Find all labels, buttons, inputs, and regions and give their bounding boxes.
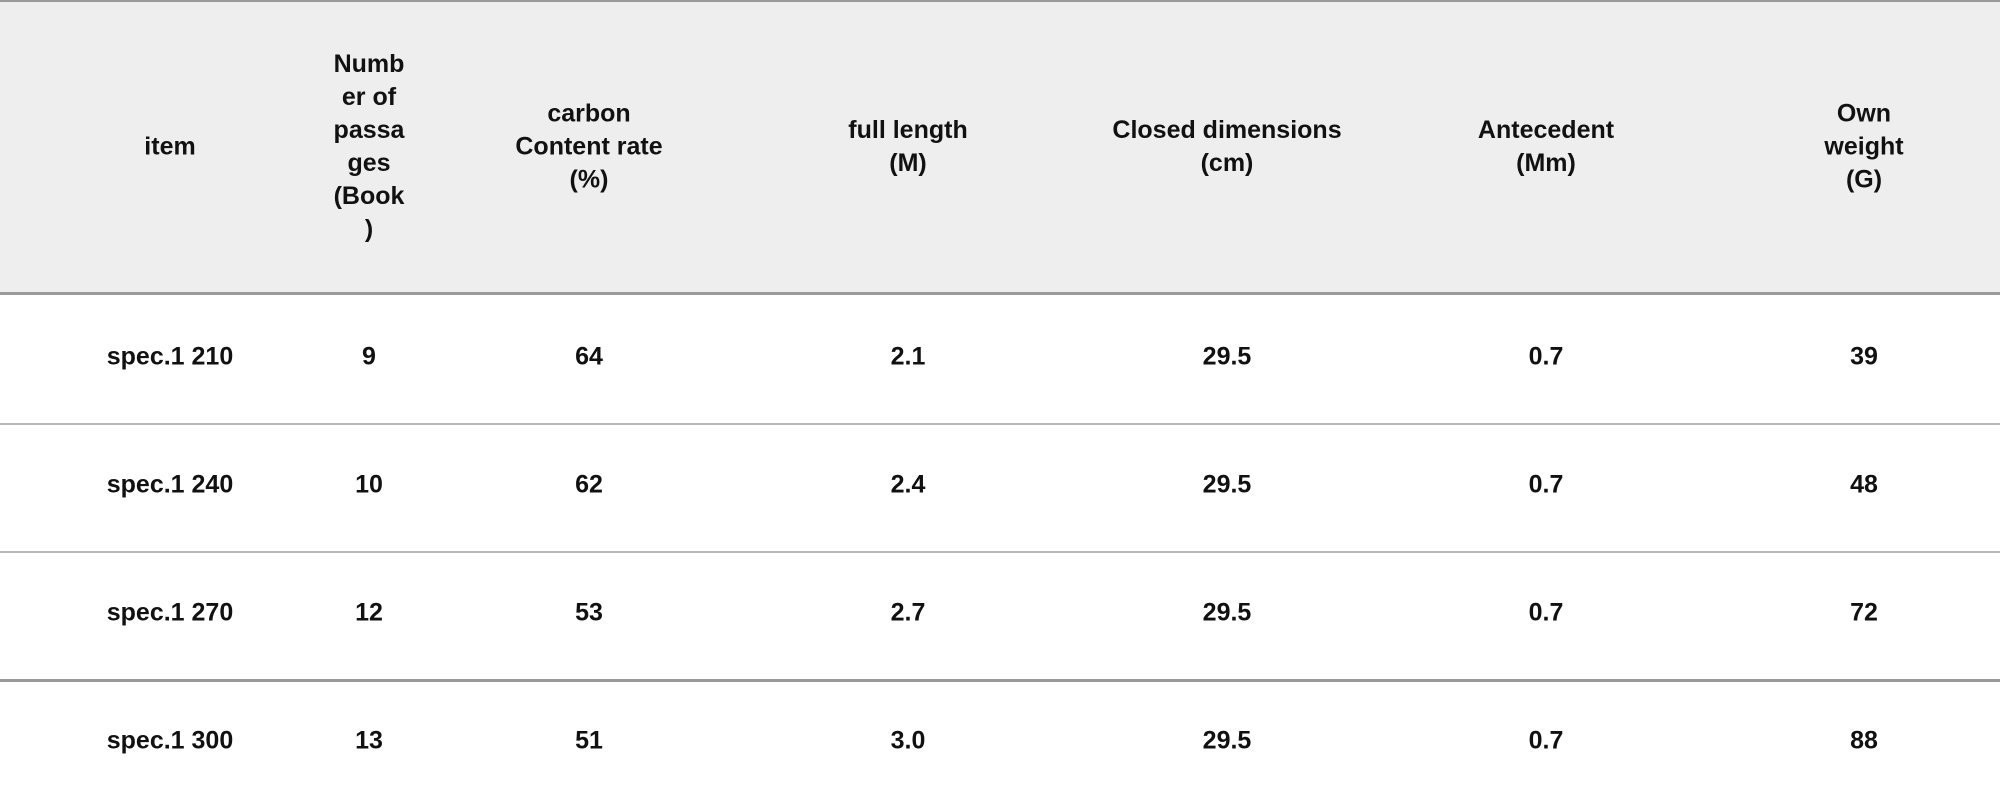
cell-length: 2.1: [890, 342, 926, 371]
cell-item: spec.1 240: [106, 470, 234, 499]
cell-antecedent: 0.7: [1528, 470, 1564, 499]
cell-length: 2.7: [890, 598, 926, 627]
cell-weight: 88: [1850, 726, 1878, 755]
cell-closed: 29.5: [1202, 726, 1252, 755]
header-own-weight: Own weight (G): [1824, 99, 1904, 194]
cell-length: 2.4: [890, 470, 926, 499]
cell-length: 3.0: [890, 726, 926, 755]
cell-passages: 10: [355, 470, 383, 499]
header-full-length: full length (M): [848, 116, 968, 177]
header-number-of-passages: Numb er of passa ges (Book ): [333, 50, 405, 243]
table-row: spec.1 240 10 62 2.4 29.5 0.7 48: [0, 423, 2000, 553]
cell-carbon: 53: [575, 598, 603, 627]
cell-carbon: 64: [575, 342, 603, 371]
cell-antecedent: 0.7: [1528, 726, 1564, 755]
cell-antecedent: 0.7: [1528, 342, 1564, 371]
cell-passages: 13: [355, 726, 383, 755]
header-carbon-content: carbon Content rate (%): [515, 99, 663, 194]
cell-passages: 12: [355, 598, 383, 627]
cell-carbon: 51: [575, 726, 603, 755]
cell-carbon: 62: [575, 470, 603, 499]
cell-item: spec.1 210: [106, 342, 234, 371]
table-top-border: [0, 0, 2000, 2]
table-row: spec.1 210 9 64 2.1 29.5 0.7 39: [0, 295, 2000, 425]
header-antecedent: Antecedent (Mm): [1477, 116, 1615, 177]
cell-antecedent: 0.7: [1528, 598, 1564, 627]
cell-closed: 29.5: [1202, 342, 1252, 371]
cell-passages: 9: [362, 342, 376, 371]
header-closed-dimensions: Closed dimensions (cm): [1112, 116, 1342, 177]
cell-item: spec.1 270: [106, 598, 234, 627]
cell-item: spec.1 300: [106, 726, 234, 755]
header-item: item: [144, 132, 196, 161]
table-row: spec.1 300 13 51 3.0 29.5 0.7 88: [0, 679, 2000, 807]
table-header-row: item Numb er of passa ges (Book ) carbon…: [0, 2, 2000, 295]
cell-closed: 29.5: [1202, 470, 1252, 499]
cell-closed: 29.5: [1202, 598, 1252, 627]
cell-weight: 48: [1850, 470, 1878, 499]
cell-weight: 72: [1850, 598, 1878, 627]
table-row: spec.1 270 12 53 2.7 29.5 0.7 72: [0, 551, 2000, 682]
cell-weight: 39: [1850, 342, 1878, 371]
